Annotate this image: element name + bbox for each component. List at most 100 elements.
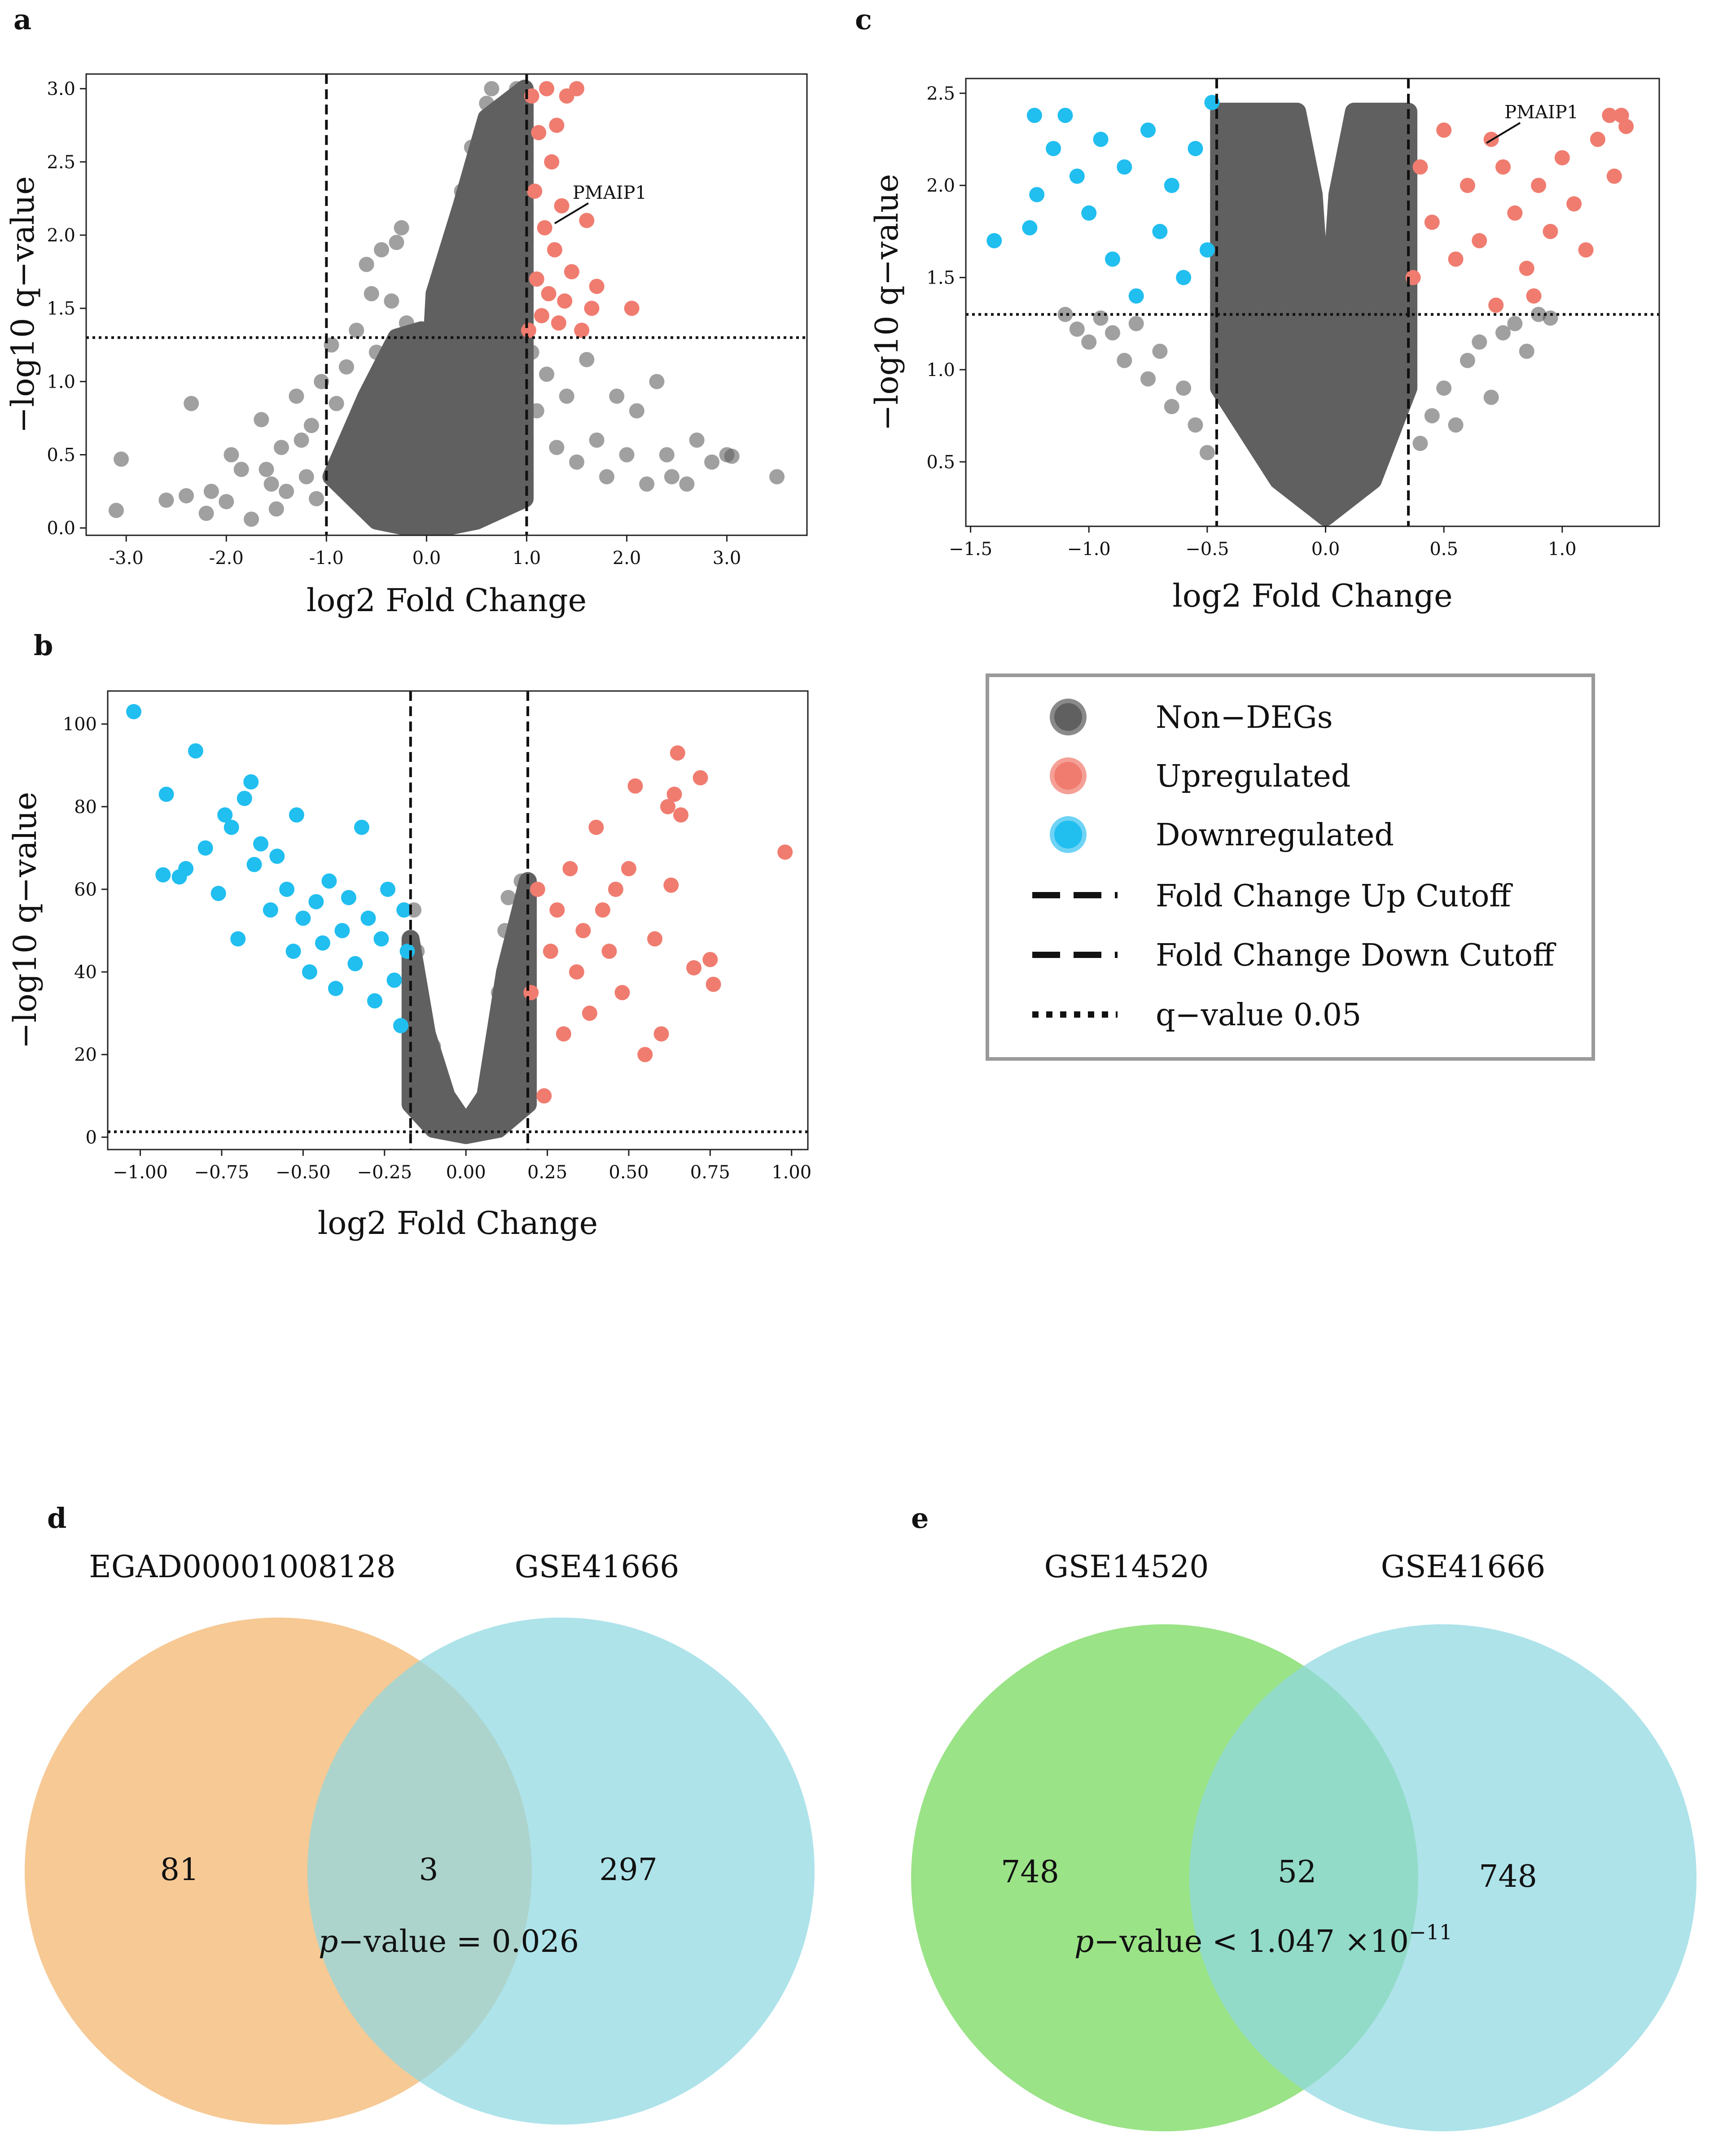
y-axis-label-b: −log10 q−value [7,792,44,1049]
non-deg-point-a [309,491,324,507]
down-point-c [1188,141,1203,157]
up-point-c [1519,261,1534,276]
non-deg-point-a [469,162,484,177]
panel-label-d: d [47,1502,66,1535]
x-tick-label-b: −1.00 [113,1162,168,1183]
non-deg-point-a [679,476,695,492]
non-deg-point-c [1164,399,1179,415]
up-point-c [1448,251,1464,267]
down-point-b [197,840,213,856]
up-point-b [647,931,662,947]
panel-label-e: e [911,1502,929,1535]
non-deg-point-a [489,147,504,162]
non-deg-point-a [374,242,390,258]
venn-e-right-title: GSE41666 [1381,1549,1546,1585]
down-point-b [360,910,376,926]
y-tick-label-a: 0.0 [47,518,75,539]
non-deg-point-c [1199,445,1215,460]
down-point-b [380,881,395,897]
down-point-b [399,944,415,959]
up-point-a [534,308,549,324]
up-point-a [574,323,590,338]
x-axis-label-c: log2 Fold Change [1172,577,1452,614]
non-deg-point-a [549,440,565,455]
non-deg-point-a [609,388,625,404]
venn-e-left-count: 748 [1001,1854,1059,1890]
non-deg-point-b [513,873,529,889]
non-deg-point-a [724,448,740,464]
y-tick-label-a: 0.5 [47,445,75,466]
non-deg-point-a [689,432,705,448]
down-point-b [263,902,278,918]
non-deg-point-a [289,388,304,404]
down-point-c [1026,108,1042,123]
volcano-plot-b: −1.00 −0.75 −0.50 −0.25 0.00 0.25 0.50 0.75 1.00… [7,690,811,1242]
x-tick-label-b: −0.50 [276,1162,331,1183]
non-deg-point-a [474,125,490,140]
up-point-b [666,787,682,802]
venn-e-p-rest: −value < 1.047 ×10 [1094,1924,1409,1959]
up-point-b [569,964,584,980]
non-deg-point-c [1081,334,1097,350]
up-point-c [1424,214,1440,230]
up-point-b [562,861,578,876]
x-tick-label-c: −1.5 [949,539,992,560]
plot-area-c [986,95,1634,526]
y-tick-label-a: 1.5 [47,298,75,319]
up-point-c [1436,122,1452,138]
up-point-a [569,81,584,96]
y-tick-label-a: 2.5 [47,152,75,173]
non-deg-point-b [452,1117,467,1133]
non-deg-point-a [484,81,500,96]
x-tick-label-b: 0.25 [527,1162,567,1183]
non-deg-point-a [639,476,655,492]
down-point-b [321,873,337,889]
non-deg-point-a [464,140,479,155]
plot-area-b [126,704,793,1144]
x-tick-label-c: 1.0 [1548,539,1577,560]
down-point-b [285,944,301,959]
non-deg-point-c [1412,436,1428,451]
non-deg-point-a [589,432,605,448]
down-point-b [367,993,382,1009]
down-point-c [1046,141,1061,157]
up-point-c [1531,178,1547,193]
up-point-c [1602,108,1618,123]
non-deg-point-a [539,367,555,382]
up-point-b [686,960,702,975]
non-deg-point-c [1057,306,1073,322]
non-deg-point-c [1069,321,1085,337]
down-point-b [246,857,262,872]
y-tick-label-b: 100 [63,714,97,735]
down-point-b [373,931,389,947]
up-point-c [1460,178,1475,193]
down-point-c [1164,178,1179,193]
up-point-a [537,220,552,236]
non-deg-point-a [263,476,279,492]
up-point-a [539,81,555,96]
non-deg-point-a [303,418,319,433]
up-point-a [544,154,560,170]
non-deg-point-c [1519,343,1534,359]
non-deg-point-a [394,220,409,236]
down-point-b [341,890,356,905]
non-deg-point-a [294,432,309,448]
up-point-c [1554,150,1570,166]
venn-e-p-value: p−value < 1.047 ×10−11 [1074,1920,1452,1959]
pmaip1-pointer-c [1486,122,1521,144]
non-deg-point-a [649,374,665,389]
non-deg-point-c [1495,325,1511,341]
down-point-c [1117,159,1132,175]
non-deg-point-a [359,257,374,272]
up-point-b [608,881,623,897]
non-deg-point-a [273,440,289,455]
down-point-c [1128,288,1144,304]
down-point-b [328,980,343,996]
x-tick-label-a: 1.0 [513,548,541,569]
non-deg-point-a [659,447,675,463]
y-tick-label-a: 1.0 [47,372,75,392]
up-point-b [549,902,565,918]
non-deg-point-a [233,462,249,477]
up-point-c [1578,242,1594,258]
non-deg-point-c [1117,353,1132,368]
